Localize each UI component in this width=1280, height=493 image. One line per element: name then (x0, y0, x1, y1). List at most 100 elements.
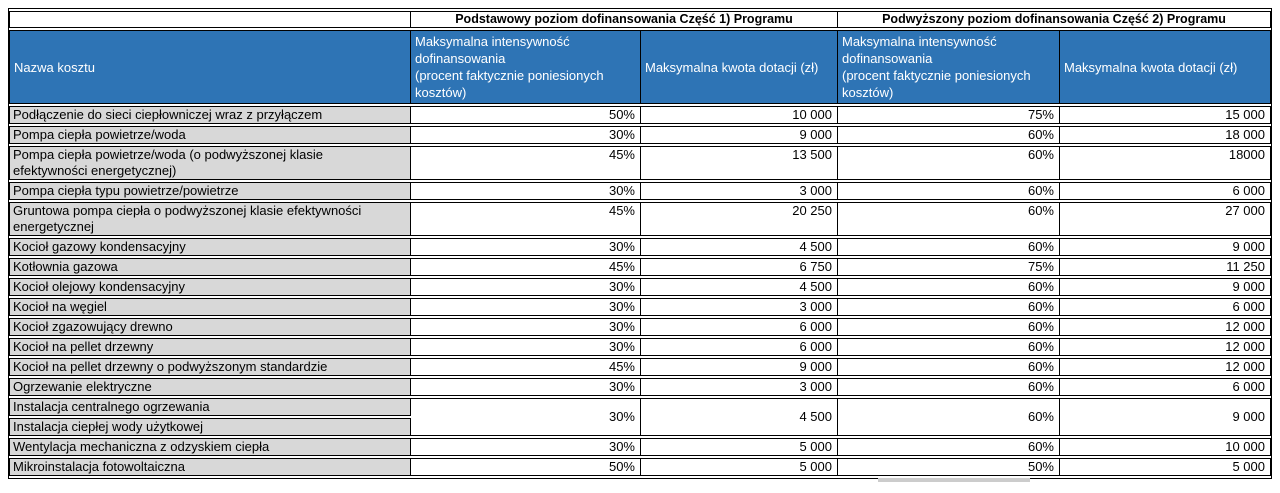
scrollbar-artifact (878, 478, 1030, 482)
intensity-part1-cell: 30% (411, 238, 641, 256)
col-header-intensity-part1: Maksymalna intensywność dofinansowania (… (411, 30, 641, 104)
intensity-part1-cell: 45% (411, 202, 641, 236)
cost-name-cell: Mikroinstalacja fotowoltaiczna (9, 458, 411, 476)
intensity-part2-cell: 60% (838, 398, 1060, 436)
amount-part2-cell: 6 000 (1060, 182, 1271, 200)
intensity-part2-cell: 60% (838, 278, 1060, 296)
amount-part2-cell: 10 000 (1060, 438, 1271, 456)
col-header-amount-part2: Maksymalna kwota dotacji (zł) (1060, 30, 1271, 104)
amount-part1-cell: 6 000 (641, 318, 838, 336)
intensity-part1-cell: 30% (411, 298, 641, 316)
cost-name-cell: Podłączenie do sieci ciepłowniczej wraz … (9, 106, 411, 124)
cost-name-cell: Kocioł gazowy kondensacyjny (9, 238, 411, 256)
intensity-part1-cell: 30% (411, 126, 641, 144)
cost-name-cell: Gruntowa pompa ciepła o podwyższonej kla… (9, 202, 411, 236)
amount-part2-cell: 27 000 (1060, 202, 1271, 236)
amount-part2-cell: 11 250 (1060, 258, 1271, 276)
intensity-part2-cell: 60% (838, 202, 1060, 236)
amount-part2-cell: 9 000 (1060, 238, 1271, 256)
col-header-cost-name: Nazwa kosztu (9, 30, 411, 104)
table-row: Kocioł na pellet drzewny 30% 6 000 60% 12 00… (9, 338, 1271, 356)
amount-part1-cell: 5 000 (641, 458, 838, 476)
cost-name-cell: Kocioł zgazowujący drewno (9, 318, 411, 336)
intensity-part2-cell: 60% (838, 238, 1060, 256)
col-header-intensity-part2: Maksymalna intensywność dofinansowania (… (838, 30, 1060, 104)
cost-name-cell: Kotłownia gazowa (9, 258, 411, 276)
intensity-part2-cell: 75% (838, 258, 1060, 276)
amount-part2-cell: 15 000 (1060, 106, 1271, 124)
table-row: Kocioł na pellet drzewny o podwyższonym … (9, 358, 1271, 376)
funding-levels-table: Podstawowy poziom dofinansowania Część 1… (8, 8, 1272, 479)
intensity-part2-cell: 60% (838, 146, 1060, 180)
table-row: Ogrzewanie elektryczne 30% 3 000 60% 6 000 (9, 378, 1271, 396)
amount-part2-cell: 9 000 (1060, 398, 1271, 436)
part-header-row: Podstawowy poziom dofinansowania Część 1… (9, 11, 1271, 28)
intensity-part1-cell: 30% (411, 438, 641, 456)
col-header-amount-part1: Maksymalna kwota dotacji (zł) (641, 30, 838, 104)
intensity-part2-cell: 50% (838, 458, 1060, 476)
table-row: Kocioł zgazowujący drewno 30% 6 000 60% 12 0… (9, 318, 1271, 336)
intensity-part1-cell: 45% (411, 358, 641, 376)
intensity-part2-cell: 60% (838, 298, 1060, 316)
intensity-part1-cell: 30% (411, 338, 641, 356)
intensity-part2-cell: 60% (838, 438, 1060, 456)
cost-name-cell: Kocioł olejowy kondensacyjny (9, 278, 411, 296)
table-row: Pompa ciepła powietrze/woda (o podwyższo… (9, 146, 1271, 180)
table-body: Podłączenie do sieci ciepłowniczej wraz … (9, 106, 1271, 476)
cost-name-cell: Instalacja ciepłej wody użytkowej (9, 418, 411, 436)
table-row: Instalacja centralnego ogrzewania 30% 4 50… (9, 398, 1271, 436)
amount-part1-cell: 4 500 (641, 238, 838, 256)
cost-name-cell: Pompa ciepła powietrze/woda (9, 126, 411, 144)
cost-name-cell: Kocioł na pellet drzewny o podwyższonym … (9, 358, 411, 376)
amount-part1-cell: 3 000 (641, 182, 838, 200)
intensity-part2-cell: 60% (838, 182, 1060, 200)
table-row: Pompa ciepła powietrze/woda 30% 9 000 60% 18… (9, 126, 1271, 144)
amount-part2-cell: 18000 (1060, 146, 1271, 180)
intensity-part1-cell: 30% (411, 318, 641, 336)
intensity-part2-cell: 60% (838, 318, 1060, 336)
table-row: Wentylacja mechaniczna z odzyskiem ciepł… (9, 438, 1271, 456)
table-row: Kotłownia gazowa 45% 6 750 75% 11 250 (9, 258, 1271, 276)
table-row: Pompa ciepła typu powietrze/powietrze 30%… (9, 182, 1271, 200)
cost-name-cell: Wentylacja mechaniczna z odzyskiem ciepł… (9, 438, 411, 456)
part1-header: Podstawowy poziom dofinansowania Część 1… (411, 11, 838, 28)
amount-part2-cell: 9 000 (1060, 278, 1271, 296)
amount-part2-cell: 6 000 (1060, 378, 1271, 396)
part2-header: Podwyższony poziom dofinansowania Część … (838, 11, 1271, 28)
table-row: Instalacja ciepłej wody użytkowej (9, 418, 1271, 436)
table-row: Kocioł gazowy kondensacyjny 30% 4 500 60% 9 … (9, 238, 1271, 256)
intensity-part1-cell: 30% (411, 398, 641, 436)
column-header-row: Nazwa kosztu Maksymalna intensywność dof… (9, 30, 1271, 104)
cost-name-cell: Pompa ciepła typu powietrze/powietrze (9, 182, 411, 200)
intensity-part1-cell: 30% (411, 182, 641, 200)
intensity-part1-cell: 45% (411, 258, 641, 276)
intensity-part1-cell: 50% (411, 458, 641, 476)
amount-part1-cell: 6 750 (641, 258, 838, 276)
amount-part1-cell: 9 000 (641, 126, 838, 144)
cost-name-cell: Kocioł na pellet drzewny (9, 338, 411, 356)
table-row: Mikroinstalacja fotowoltaiczna 50% 5 000 50… (9, 458, 1271, 476)
page: Podstawowy poziom dofinansowania Część 1… (8, 8, 1272, 482)
amount-part1-cell: 9 000 (641, 358, 838, 376)
cost-name-cell: Instalacja centralnego ogrzewania (9, 398, 411, 416)
amount-part1-cell: 3 000 (641, 298, 838, 316)
amount-part1-cell: 6 000 (641, 338, 838, 356)
table-row: Podłączenie do sieci ciepłowniczej wraz … (9, 106, 1271, 124)
cost-name-cell: Ogrzewanie elektryczne (9, 378, 411, 396)
corner-cell (9, 11, 411, 28)
amount-part2-cell: 12 000 (1060, 338, 1271, 356)
table-row: Kocioł na węgiel 30% 3 000 60% 6 000 (9, 298, 1271, 316)
amount-part1-cell: 4 500 (641, 398, 838, 436)
intensity-part1-cell: 30% (411, 278, 641, 296)
amount-part2-cell: 12 000 (1060, 318, 1271, 336)
intensity-part1-cell: 50% (411, 106, 641, 124)
amount-part1-cell: 5 000 (641, 438, 838, 456)
amount-part2-cell: 18 000 (1060, 126, 1271, 144)
amount-part1-cell: 3 000 (641, 378, 838, 396)
amount-part1-cell: 4 500 (641, 278, 838, 296)
intensity-part1-cell: 30% (411, 378, 641, 396)
cost-name-cell: Kocioł na węgiel (9, 298, 411, 316)
intensity-part1-cell: 45% (411, 146, 641, 180)
table-row: Gruntowa pompa ciepła o podwyższonej kla… (9, 202, 1271, 236)
amount-part1-cell: 20 250 (641, 202, 838, 236)
